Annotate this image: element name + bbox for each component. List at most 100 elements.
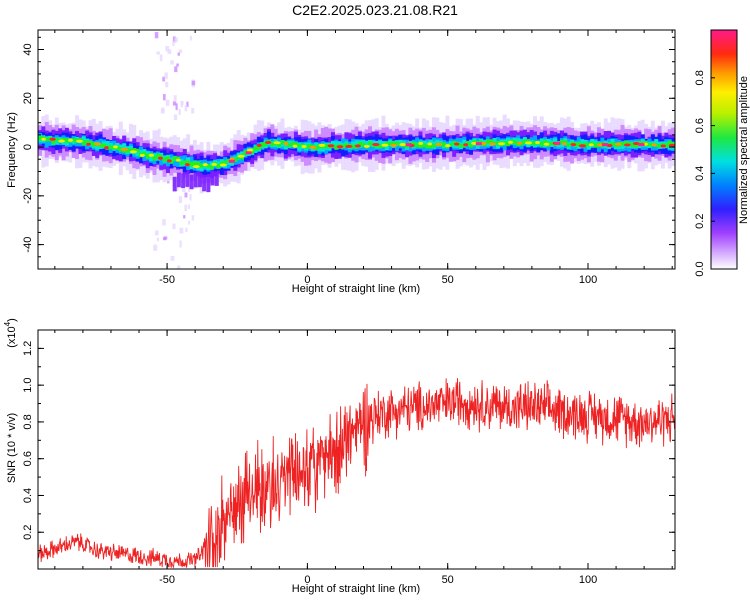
x-tick-label: 0 — [304, 574, 310, 586]
spectrogram-cell — [364, 140, 369, 148]
spectrogram-cell — [176, 172, 181, 188]
spectrogram-cell — [657, 144, 662, 148]
spectrogram-hotspot — [67, 138, 74, 142]
spectrogram-cell — [253, 146, 258, 151]
spectrogram-cell — [287, 143, 292, 148]
spectrogram-cell — [394, 141, 399, 151]
spectrogram-cell — [145, 153, 150, 159]
spectrogram-speckle — [154, 230, 159, 236]
spectrogram-cell — [54, 137, 59, 141]
spectrogram-peak — [475, 142, 482, 146]
spectrogram-hotspot — [445, 144, 451, 148]
spectrogram-cell — [593, 143, 598, 148]
spectrogram-cell — [243, 150, 248, 155]
spectrogram-speckle — [175, 186, 179, 192]
spectrogram-cell — [559, 139, 564, 144]
spectrogram-speckle — [177, 265, 181, 269]
spectrogram-speckle — [163, 236, 168, 240]
spectrogram-cell — [405, 144, 410, 148]
spectrogram-speckle — [173, 114, 178, 121]
spectrogram-hotspot — [139, 153, 145, 157]
spectrogram-cell — [576, 142, 581, 147]
spectrogram-speckle — [159, 54, 163, 62]
spectrogram-hotspot — [309, 145, 317, 149]
spectrogram-cell — [226, 159, 231, 163]
spectrogram-cell — [189, 174, 194, 190]
spectrogram-cell — [462, 139, 467, 146]
spectrogram-cell — [411, 141, 416, 147]
spectrogram-cell — [216, 164, 221, 169]
spectrogram-cell — [128, 148, 133, 153]
spectrogram-cell — [593, 140, 598, 146]
spectrogram-hotspot — [489, 142, 497, 146]
spectrogram-hotspot — [624, 143, 631, 147]
spectrogram-cell — [361, 142, 366, 147]
spectrogram-cell — [115, 145, 120, 150]
spectrogram-speckle — [156, 237, 160, 242]
spectrogram-cell — [135, 150, 140, 157]
spectrogram-hotspot — [345, 144, 353, 148]
spectrogram-hotspot — [246, 148, 254, 152]
colorbar-gradient — [711, 30, 737, 269]
spectrogram-cell — [634, 143, 638, 148]
spectrogram-cell — [193, 172, 198, 188]
spectrogram-cell — [236, 155, 241, 160]
snr-line-layer — [38, 378, 675, 569]
spectrogram-speckle — [172, 223, 176, 230]
spectrogram-cell — [334, 141, 339, 148]
spectrogram-cell — [533, 140, 537, 146]
y-tick-label: 0 — [22, 144, 34, 150]
y-tick-label: 20 — [22, 92, 34, 104]
spectrogram-peak — [405, 143, 412, 147]
spectrogram-cell — [610, 142, 615, 146]
x-tick-label: 50 — [442, 574, 454, 586]
spectrogram-peak — [554, 141, 561, 145]
spectrogram-hotspot — [363, 144, 370, 148]
spectrogram-speckle — [167, 49, 172, 55]
spectrogram-cell — [280, 140, 285, 144]
spectrogram-cell — [442, 142, 447, 148]
spectrogram-cell — [320, 145, 325, 152]
spectrogram-cell — [506, 141, 511, 147]
spectrogram-cell — [216, 161, 221, 167]
spectrogram-hotspot — [104, 146, 109, 150]
spectrogram-cell — [283, 142, 288, 150]
spectrogram-cell — [206, 177, 211, 192]
snr-panel: -50 0 50 100 0.2 0.4 0.6 0.8 1.0 1.2 Height of s… — [3, 318, 676, 595]
spectrogram-cell — [448, 143, 453, 147]
spectrogram-cell — [155, 153, 160, 159]
spectrogram-cell — [142, 151, 147, 156]
spectrogram-hotspot — [202, 163, 208, 167]
spectrogram-cell — [192, 161, 197, 166]
spectrogram-speckle — [177, 52, 180, 56]
spectrogram-cell — [378, 144, 383, 149]
spectrogram-cell — [654, 139, 659, 147]
spectrogram-peak — [245, 151, 252, 155]
spectrogram-hotspot — [562, 142, 567, 146]
spectrogram-speckle — [184, 204, 188, 212]
colorbar-tick-label: 0.0 — [694, 261, 706, 276]
spectrogram-cell — [223, 160, 228, 164]
spectrogram-cell — [159, 154, 164, 158]
spectrogram-cell — [210, 170, 215, 186]
spectrogram-speckle — [183, 215, 186, 219]
spectrogram-hotspot — [157, 156, 163, 160]
snr-frame — [37, 329, 676, 570]
spectrogram-speckle — [160, 108, 165, 114]
spectrogram-speckle — [191, 107, 195, 114]
spectrogram-hotspot — [219, 163, 227, 167]
spectrogram-cell — [226, 159, 231, 165]
spectrogram-cell — [256, 145, 261, 151]
spectrogram-hotspot — [418, 141, 424, 145]
spectrogram-cell — [108, 145, 113, 150]
spectrogram-speckle — [174, 37, 178, 43]
spectrogram-hotspot — [480, 141, 487, 145]
spectrogram-cell — [549, 141, 554, 145]
spectrogram-cell — [122, 143, 127, 151]
spectrogram-hotspot — [41, 137, 47, 141]
spectrogram-speckle — [172, 101, 177, 106]
x-tick-label: 100 — [579, 574, 597, 586]
spectrogram-speckle — [154, 32, 159, 39]
colorbar-tick-label: 0.2 — [694, 214, 706, 229]
spectrogram-speckle — [191, 80, 196, 86]
